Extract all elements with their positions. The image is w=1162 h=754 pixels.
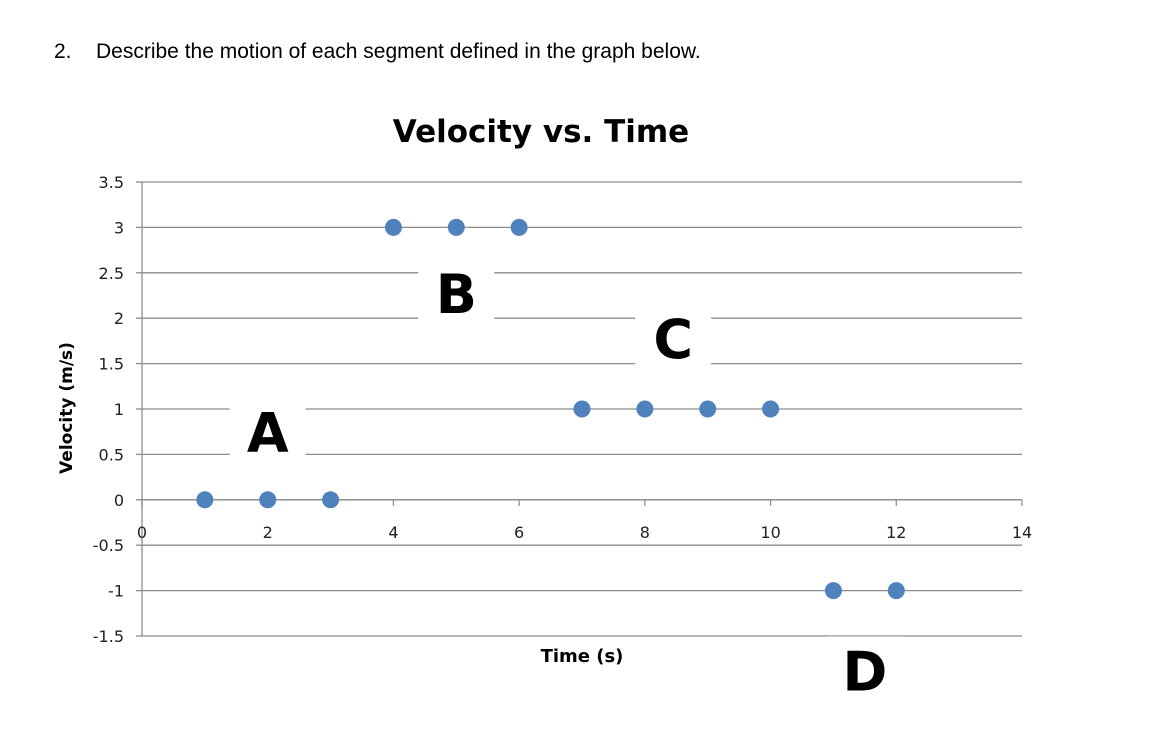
- x-tick-labels: 0 2 4 6 8 10 12 14: [137, 523, 1032, 542]
- data-point: [636, 400, 654, 418]
- data-point: [447, 218, 465, 236]
- y-tick-label: 0.5: [99, 445, 124, 464]
- segment-labels: A B C D: [229, 258, 903, 705]
- segment-label-background: [229, 397, 306, 466]
- data-point: [322, 491, 340, 509]
- y-tick-label: 3.5: [99, 173, 124, 192]
- x-tick-label: 6: [514, 523, 524, 542]
- data-point: [259, 491, 277, 509]
- data-point: [887, 582, 905, 600]
- segment-label-c: C: [653, 308, 693, 371]
- y-tick-label: 2.5: [99, 264, 124, 283]
- y-tick-label: -1.5: [93, 627, 124, 646]
- segment-label-background: [826, 636, 903, 705]
- x-tick-label: 8: [640, 523, 650, 542]
- data-point: [762, 400, 780, 418]
- data-point: [824, 582, 842, 600]
- x-tick-label: 10: [760, 523, 780, 542]
- axes: [136, 181, 1023, 637]
- chart-title: Velocity vs. Time: [393, 114, 689, 150]
- y-tick-label: 1: [114, 400, 124, 419]
- y-tick-label: 0: [114, 491, 124, 510]
- y-tick-label: 2: [114, 309, 124, 328]
- question-number: 2.: [54, 40, 72, 63]
- segment-label-background: [418, 258, 495, 327]
- y-tick-label: -1: [108, 582, 124, 601]
- y-tick-labels: 3.5 3 2.5 2 1.5 1 0.5 0 -0.5 -1 -1.5: [93, 173, 124, 646]
- data-point: [384, 218, 402, 236]
- y-axis-label: Velocity (m/s): [57, 342, 77, 474]
- x-tick-label: 4: [388, 523, 398, 542]
- data-points: [196, 218, 905, 600]
- question-heading: 2. Describe the motion of each segment de…: [54, 40, 701, 64]
- segment-label-b: B: [436, 263, 477, 326]
- data-point: [196, 491, 214, 509]
- y-tick-label: -0.5: [93, 536, 124, 555]
- segment-label-background: [635, 304, 712, 373]
- x-tick-label: 14: [1012, 523, 1032, 542]
- data-point: [699, 400, 717, 418]
- data-point: [510, 218, 528, 236]
- x-tick-label: 2: [263, 523, 273, 542]
- y-tick-label: 1.5: [99, 355, 124, 374]
- y-tick-label: 3: [114, 218, 124, 237]
- x-tick-label: 12: [886, 523, 906, 542]
- question-text: Describe the motion of each segment defi…: [96, 40, 701, 63]
- segment-label-a: A: [247, 402, 289, 465]
- segment-label-d: D: [842, 641, 887, 704]
- x-tick-label: 0: [137, 523, 147, 542]
- data-point: [573, 400, 591, 418]
- x-axis-label: Time (s): [541, 646, 624, 667]
